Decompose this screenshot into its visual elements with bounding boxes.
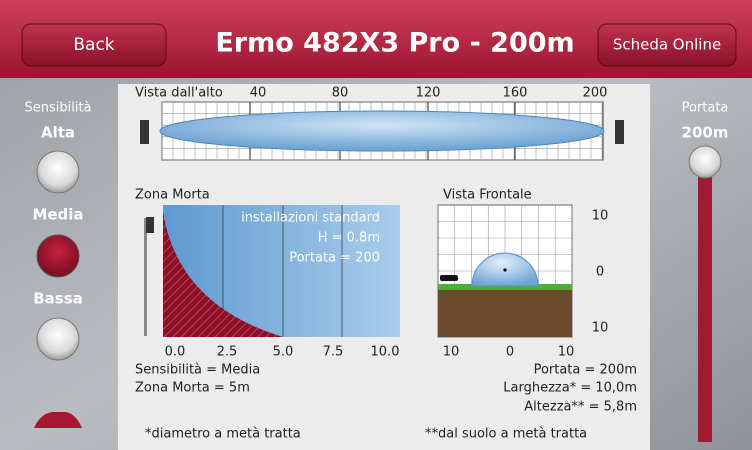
footnote: *diametro a metà tratta — [145, 427, 301, 442]
info-right: Portata = 200m — [534, 363, 637, 378]
info-right: Altezza** = 5,8m — [524, 400, 637, 415]
option-button[interactable] — [36, 150, 80, 194]
tick-label: 7.5 — [323, 345, 344, 360]
info-left: Sensibilità = Media — [135, 363, 260, 378]
range-label: Portata — [682, 101, 729, 116]
option-button-selected[interactable] — [36, 234, 80, 278]
online-label[interactable]: Scheda Online — [613, 36, 721, 54]
tick-label: 10.0 — [371, 345, 400, 360]
tick-label: 40 — [250, 86, 267, 101]
slider-track — [698, 160, 712, 442]
info-left: Zona Morta = 5m — [135, 381, 250, 396]
option-label: Alta — [41, 124, 75, 142]
top-view-title: Vista dall'alto — [135, 86, 223, 101]
tick-label: 2.5 — [217, 345, 238, 360]
back-label[interactable]: Back — [73, 35, 114, 55]
car-front-icon — [440, 275, 458, 281]
sensitivity-label: Sensibilità — [24, 101, 91, 116]
tick-label: 0 — [506, 345, 514, 360]
slider-knob[interactable] — [688, 145, 722, 179]
tick-label: 80 — [332, 86, 349, 101]
back-button[interactable] — [21, 23, 167, 67]
title: Ermo 482X3 Pro - 200m — [215, 28, 574, 59]
option-label: Media — [32, 206, 83, 224]
option-button[interactable] — [36, 317, 80, 361]
range-value: 200m — [682, 124, 729, 142]
grass — [438, 284, 572, 290]
tick-label: 200 — [583, 86, 608, 101]
dead-zone-note: installazioni standard — [241, 211, 380, 226]
online-button[interactable] — [597, 23, 737, 67]
transmitter — [140, 120, 149, 144]
tick-label: 120 — [416, 86, 441, 101]
tick-label: 10 — [592, 321, 609, 336]
post — [144, 218, 147, 336]
option-label: Bassa — [33, 290, 83, 308]
dead-zone-note: Portata = 200 — [289, 251, 380, 266]
tick-label: 10 — [443, 345, 460, 360]
dead-zone-title: Zona Morta — [135, 188, 210, 203]
car-icon — [34, 412, 82, 428]
center-dot — [503, 268, 507, 272]
detection-beam — [159, 110, 605, 152]
info-right: Larghezza* = 10,0m — [503, 381, 637, 396]
dead-zone-note: H = 0.8m — [318, 231, 380, 246]
footnote: **dal suolo a metà tratta — [425, 427, 587, 442]
dead-zone-area — [163, 212, 283, 337]
front-view-title: Vista Frontale — [443, 188, 532, 203]
tick-label: 10 — [558, 345, 575, 360]
tick-label: 160 — [503, 86, 528, 101]
sensor — [146, 217, 154, 233]
tick-label: 5.0 — [273, 345, 294, 360]
soil — [438, 288, 572, 337]
tick-label: 0.0 — [165, 345, 186, 360]
tick-label: 10 — [592, 209, 609, 224]
receiver — [615, 120, 624, 144]
tick-label: 0 — [596, 265, 604, 280]
